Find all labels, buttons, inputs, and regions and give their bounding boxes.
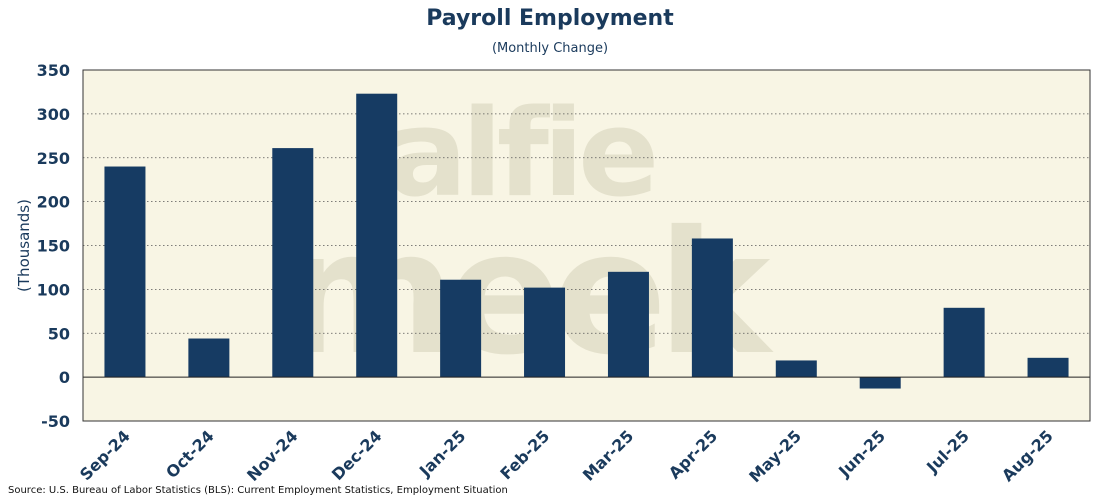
bar-sep-24 (104, 166, 146, 378)
chart-subtitle: (Monthly Change) (491, 41, 609, 56)
y-tick-label: 200 (37, 193, 70, 212)
bar-jun-25 (859, 377, 901, 389)
x-tick-label: Nov-24 (243, 426, 301, 484)
bar-oct-24 (188, 338, 230, 378)
source-note: Source: U.S. Bureau of Labor Statistics … (8, 485, 508, 496)
bar-dec-24 (356, 93, 398, 378)
bars (104, 93, 1069, 389)
x-tick-label: Jun-25 (834, 426, 889, 481)
x-tick-label: Mar-25 (579, 426, 637, 484)
y-tick-label: 250 (37, 149, 70, 168)
bar-nov-24 (272, 148, 314, 378)
bar-may-25 (775, 360, 817, 378)
x-tick-label: May-25 (745, 426, 805, 486)
y-tick-label: 0 (59, 368, 70, 387)
x-tick-label: Jan-25 (415, 426, 469, 480)
watermark-line-1: alfie (387, 85, 654, 224)
bar-aug-25 (1027, 357, 1069, 378)
bar-jul-25 (943, 307, 985, 378)
y-tick-label: 100 (37, 280, 70, 299)
x-tick-label: Dec-24 (328, 426, 386, 484)
bar-jan-25 (440, 279, 482, 378)
x-tick-label: Sep-24 (76, 426, 134, 484)
x-tick-label: Aug-25 (998, 426, 1057, 485)
y-tick-label: 50 (48, 324, 70, 343)
bar-apr-25 (691, 238, 733, 378)
y-axis-label: (Thousands) (15, 199, 33, 292)
y-tick-label: 300 (37, 105, 70, 124)
y-tick-label: -50 (41, 412, 70, 431)
y-tick-label: 350 (37, 61, 70, 80)
chart-title: Payroll Employment (426, 6, 674, 31)
x-axis-ticks: Sep-24 Oct-24 Nov-24 Dec-24 Jan-25 Feb-25 Mar-… (76, 426, 1057, 486)
bar-mar-25 (607, 271, 649, 378)
x-tick-label: Jul-25 (922, 426, 973, 477)
x-tick-label: Oct-24 (162, 426, 218, 482)
y-axis-ticks: -50 0 50 100 150 200 250 300 350 (37, 61, 70, 431)
x-tick-label: Feb-25 (496, 426, 553, 483)
plot-border (82, 69, 1091, 422)
plot-area (83, 70, 1090, 421)
y-tick-label: 150 (37, 237, 70, 256)
bar-feb-25 (524, 287, 566, 378)
x-tick-label: Apr-25 (665, 426, 721, 482)
